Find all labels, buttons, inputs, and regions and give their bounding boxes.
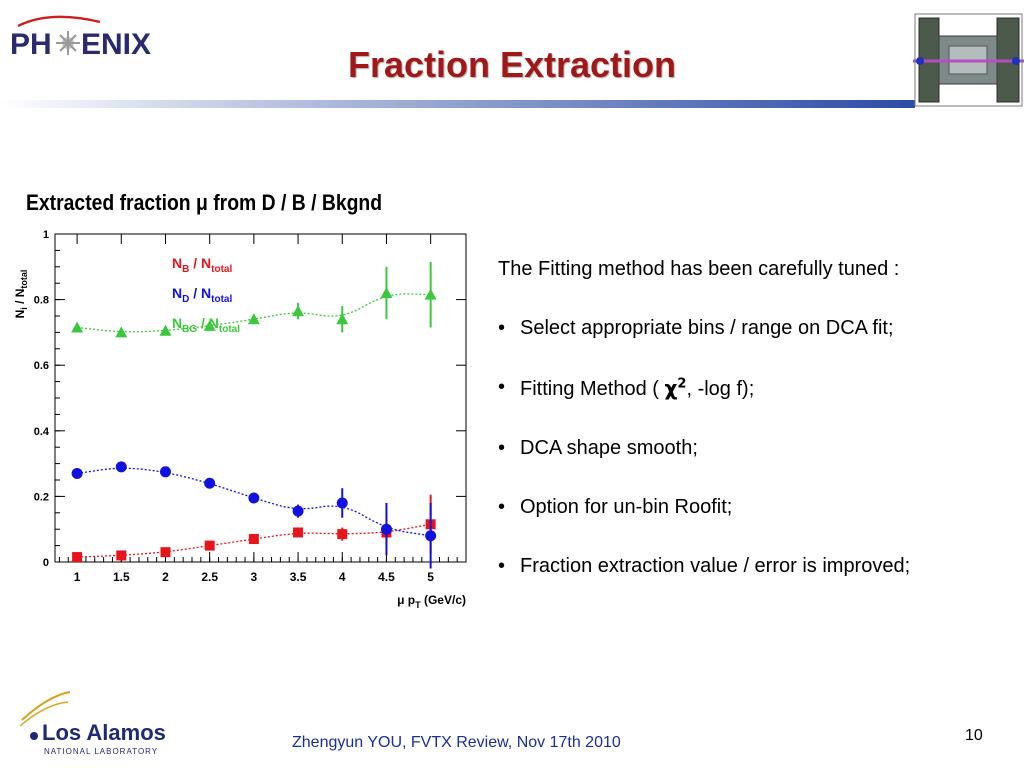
x-tick-label: 5: [427, 570, 434, 584]
data-markers: [71, 261, 437, 569]
data-point-b: [248, 534, 259, 545]
data-point-b: [160, 547, 171, 558]
los-alamos-logo: Los Alamos NATIONAL LABORATORY: [19, 691, 166, 756]
data-point-bg: [159, 324, 172, 336]
bullet-item: • DCA shape smooth;: [498, 437, 698, 459]
lab-subtitle: NATIONAL LABORATORY: [44, 747, 158, 756]
bullet-intro: The Fitting method has been carefully tu…: [498, 258, 900, 280]
data-point-bg: [203, 319, 216, 331]
data-point-bg: [292, 305, 305, 317]
data-point-d: [204, 477, 216, 489]
bullet-dot: •: [498, 376, 506, 398]
legend-b: NB / Ntotal: [172, 255, 232, 275]
data-point-d: [248, 492, 260, 504]
title-divider: [0, 100, 915, 108]
y-tick-label: 0.8: [34, 295, 49, 307]
data-point-d: [115, 461, 127, 473]
x-tick-label: 2: [162, 570, 169, 584]
y-tick-label: 0.6: [34, 360, 49, 372]
fraction-chart: 1 1.5 2 2.5 3 3.5 4 4.5 5 0 0.2 0.4 0.6 0.8 1 NB / Nto…: [13, 229, 467, 610]
footer-text: Zhengyun YOU, FVTX Review, Nov 17th 2010: [292, 734, 621, 751]
bullet-item: • Fitting Method ( χ2, -log f);: [498, 376, 755, 400]
fit-curve: [77, 467, 431, 537]
bullet-item: • Option for un-bin Roofit;: [498, 496, 733, 518]
data-point-bg: [336, 313, 349, 325]
data-point-bg: [380, 287, 393, 299]
data-point-b: [204, 540, 215, 551]
bullet-item: • Fraction extraction value / error is im…: [498, 555, 911, 577]
x-tick-label: 2.5: [201, 570, 218, 584]
chi-symbol: χ: [664, 376, 678, 400]
bullet-dot: •: [498, 555, 506, 577]
y-tick-label: 0.2: [34, 491, 49, 503]
data-point-b: [72, 552, 83, 563]
bullet-dot: •: [498, 317, 506, 339]
data-point-d: [292, 505, 304, 517]
data-point-bg: [424, 288, 437, 300]
bullet-list: • Select appropriate bins / range on DCA …: [498, 317, 1024, 578]
x-tick-label: 4: [339, 570, 346, 584]
x-tick-label: 4.5: [378, 570, 395, 584]
bullet-dot: •: [498, 437, 506, 459]
svg-text:PH: PH: [10, 28, 52, 61]
x-axis-label: μ pT (GeV/c): [397, 593, 466, 610]
fit-curve: [77, 523, 431, 558]
legend-bg: NBG / Ntotal: [172, 315, 240, 335]
data-point-b: [337, 529, 348, 540]
data-point-bg: [71, 321, 84, 333]
bullet-dot: •: [498, 496, 506, 518]
phenix-logo: PH ENIX: [10, 15, 151, 61]
x-tick-label: 3.5: [290, 570, 307, 584]
data-point-d: [425, 530, 437, 542]
page-number: 10: [965, 727, 983, 744]
data-point-d: [71, 467, 83, 479]
fit-curve: [77, 293, 431, 333]
data-point-d: [159, 466, 171, 478]
chart-heading: Extracted fraction μ from D / B / Bkgnd: [26, 190, 383, 215]
chart-axes: 1 1.5 2 2.5 3 3.5 4 4.5 5 0 0.2 0.4 0.6 0.8 1: [34, 229, 467, 584]
data-point-b: [293, 527, 304, 538]
data-point-b: [116, 550, 127, 561]
data-point-bg: [247, 313, 260, 325]
lab-name: Los Alamos: [42, 720, 166, 745]
data-point-d: [336, 497, 348, 509]
x-tick-label: 1.5: [113, 570, 130, 584]
fit-curves: [77, 293, 431, 558]
x-tick-label: 1: [74, 570, 81, 584]
data-point-bg: [115, 326, 128, 338]
y-axis-label: Ni / Ntotal: [13, 270, 29, 319]
svg-text:ENIX: ENIX: [81, 28, 151, 61]
slide-title: Fraction Extraction: [347, 44, 677, 85]
y-tick-label: 1: [43, 229, 49, 241]
data-point-d: [380, 523, 392, 535]
plot-frame: [54, 233, 467, 563]
chi-power: 2: [677, 376, 687, 392]
y-tick-label: 0: [43, 557, 49, 569]
bullet-panel: The Fitting method has been carefully tu…: [498, 258, 1024, 614]
legend-d: ND / Ntotal: [172, 285, 232, 305]
y-tick-label: 0.4: [34, 426, 50, 438]
bullet-item: • Select appropriate bins / range on DCA …: [498, 317, 894, 339]
x-tick-label: 3: [251, 570, 258, 584]
detector-image: [913, 13, 1024, 107]
